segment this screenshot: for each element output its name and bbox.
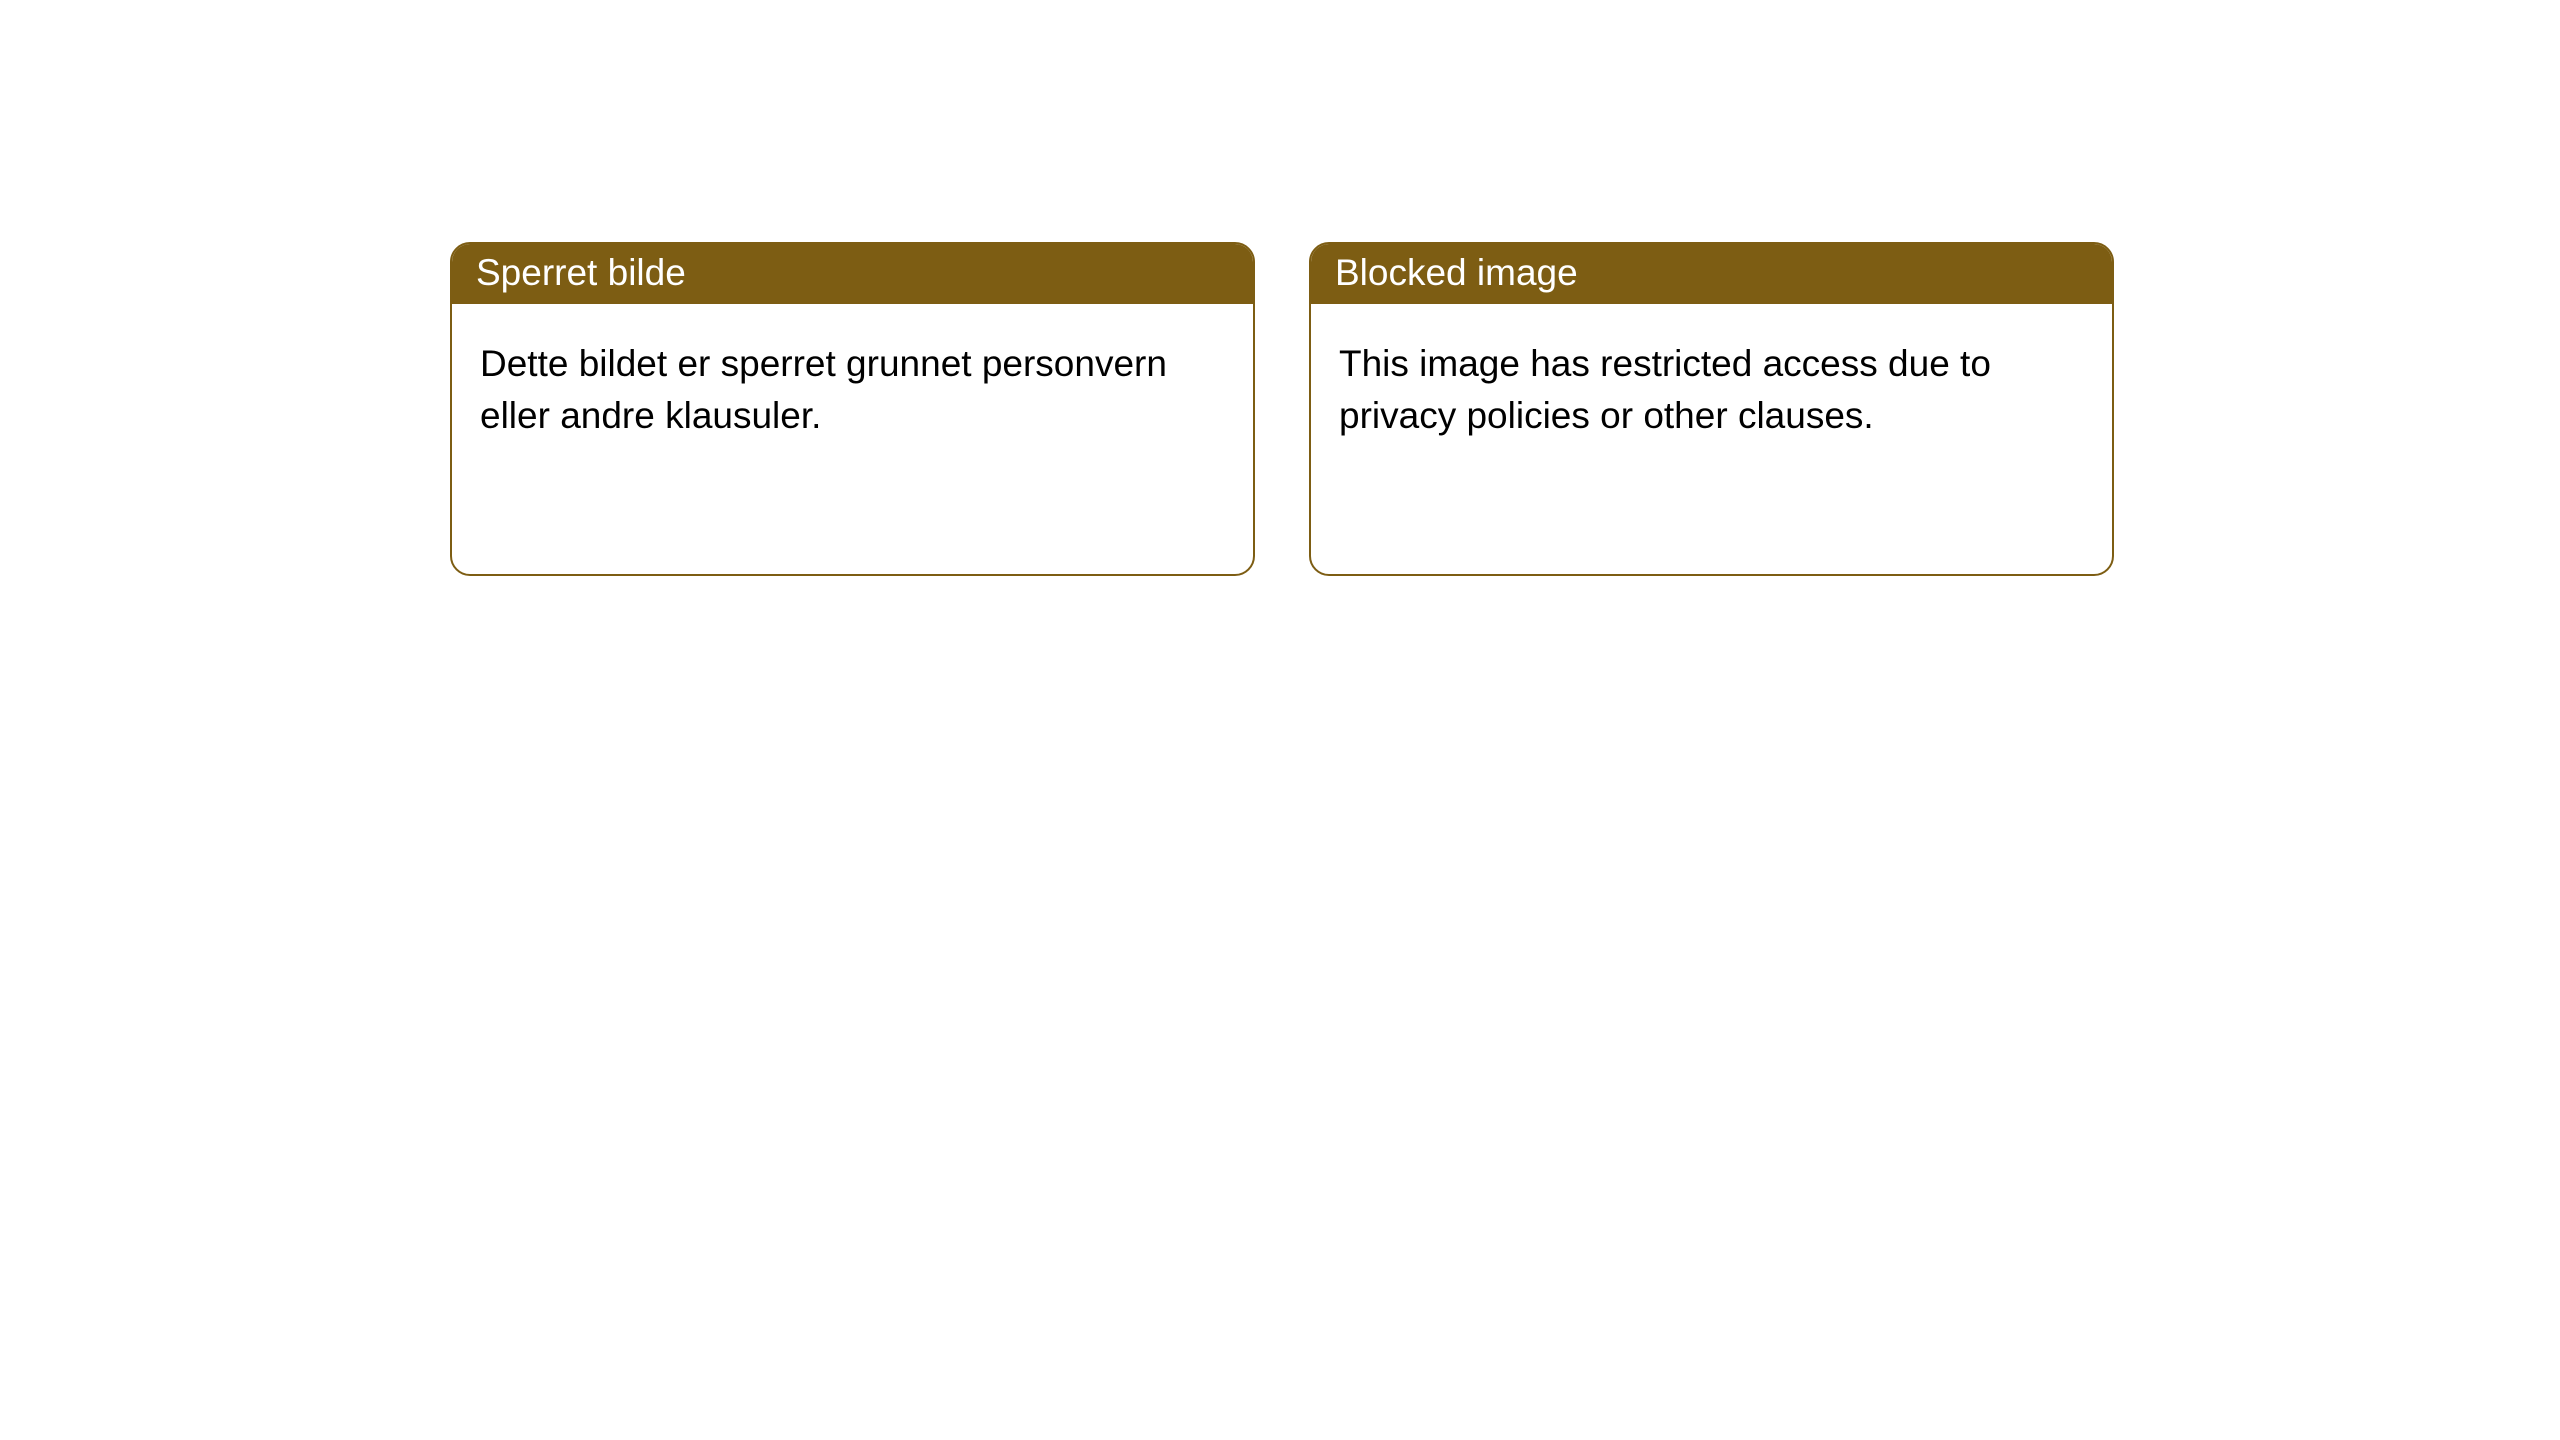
notice-container: Sperret bilde Dette bildet er sperret gr… xyxy=(0,0,2560,576)
notice-title: Sperret bilde xyxy=(452,244,1253,304)
notice-card-norwegian: Sperret bilde Dette bildet er sperret gr… xyxy=(450,242,1255,576)
notice-title: Blocked image xyxy=(1311,244,2112,304)
notice-body: This image has restricted access due to … xyxy=(1311,304,2112,476)
notice-body: Dette bildet er sperret grunnet personve… xyxy=(452,304,1253,476)
notice-card-english: Blocked image This image has restricted … xyxy=(1309,242,2114,576)
